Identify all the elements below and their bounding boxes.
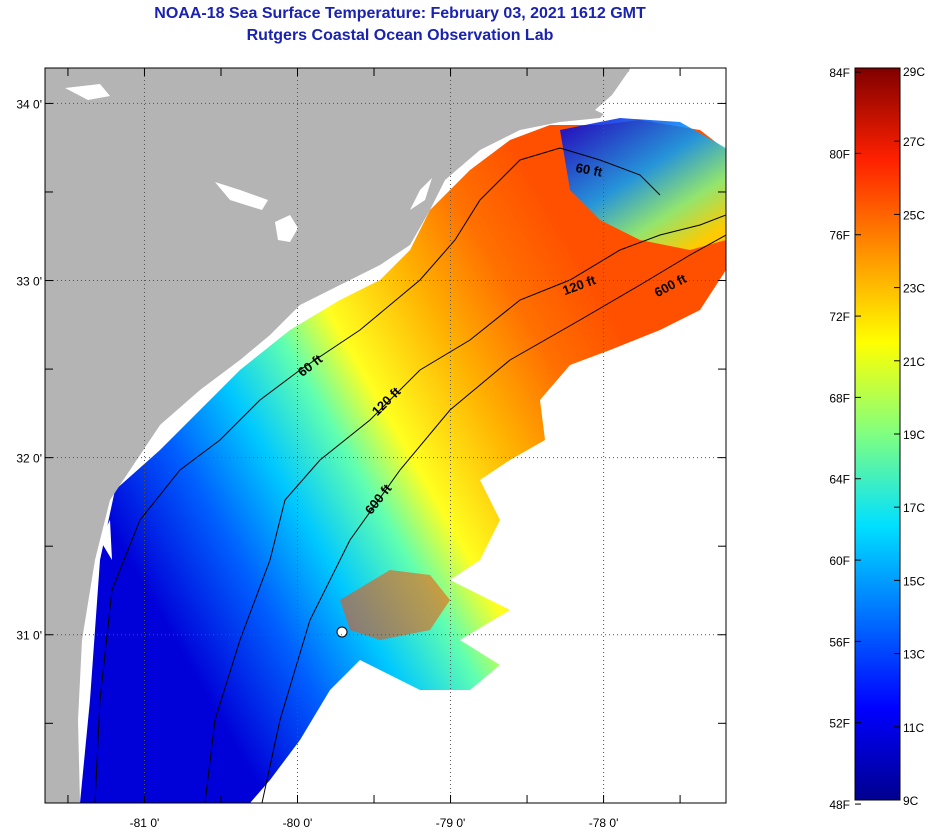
contour-600ft bbox=[261, 234, 726, 803]
inland-water-2 bbox=[215, 182, 268, 210]
colorbar-label-f: 48F bbox=[829, 798, 850, 812]
lon-tick-label: -79 0' bbox=[436, 816, 466, 830]
colorbar-label-c: 9C bbox=[903, 794, 919, 808]
colorbar-label-f: 72F bbox=[829, 310, 850, 324]
axis-ticks: -81 0' -80 0' -79 0' -78 0' 34 0' 33 0' 32 0' 3… bbox=[16, 68, 726, 830]
colorbar-labels: 84F 80F 76F 72F 68F 64F 60F 56F 52F 48F 29C 27C 25C 2… bbox=[829, 65, 925, 812]
colorbar-label-c: 29C bbox=[903, 65, 925, 79]
lon-tick-label: -78 0' bbox=[589, 816, 619, 830]
colorbar-label-f: 68F bbox=[829, 391, 850, 405]
contour-label: 60 ft bbox=[575, 160, 605, 180]
contour-120ft bbox=[204, 214, 726, 803]
colorbar-label-c: 17C bbox=[903, 501, 925, 515]
colorbar-label-f: 64F bbox=[829, 473, 850, 487]
inland-water-3 bbox=[65, 84, 110, 100]
lon-tick-label: -81 0' bbox=[130, 816, 160, 830]
map-subtitle: Rutgers Coastal Ocean Observation Lab bbox=[246, 27, 554, 44]
colorbar-gradient bbox=[854, 67, 901, 801]
sst-warm-core bbox=[340, 570, 450, 640]
colorbar-label-f: 80F bbox=[829, 147, 850, 161]
colorbar-label-c: 25C bbox=[903, 208, 925, 222]
colorbar-label-c: 15C bbox=[903, 574, 925, 588]
colorbar-label-c: 27C bbox=[903, 135, 925, 149]
colorbar-label-c: 21C bbox=[903, 355, 925, 369]
colorbar-label-f: 52F bbox=[829, 717, 850, 731]
lat-tick-label: 32 0' bbox=[16, 452, 42, 466]
sst-field-north bbox=[560, 118, 726, 250]
contour-seamount bbox=[336, 626, 348, 638]
colorbar-label-c: 13C bbox=[903, 648, 925, 662]
colorbar-label-c: 19C bbox=[903, 428, 925, 442]
contour-60ft bbox=[94, 147, 661, 803]
colorbar-label-f: 84F bbox=[829, 66, 850, 80]
colorbar-label-f: 76F bbox=[829, 229, 850, 243]
grid-lines bbox=[45, 68, 726, 803]
inland-water-1 bbox=[275, 215, 298, 242]
lat-tick-label: 34 0' bbox=[16, 97, 42, 111]
colorbar-label-f: 56F bbox=[829, 635, 850, 649]
map-frame bbox=[44, 67, 727, 804]
lon-tick-label: -80 0' bbox=[283, 816, 313, 830]
colorbar-label-c: 11C bbox=[903, 721, 924, 735]
map-title: NOAA-18 Sea Surface Temperature: Februar… bbox=[154, 5, 646, 22]
colorbar-label-f: 60F bbox=[829, 554, 850, 568]
land bbox=[45, 68, 630, 803]
lat-tick-label: 33 0' bbox=[16, 275, 42, 289]
sst-field bbox=[80, 120, 726, 803]
lat-tick-label: 31 0' bbox=[16, 629, 42, 643]
colorbar-label-c: 23C bbox=[903, 282, 925, 296]
